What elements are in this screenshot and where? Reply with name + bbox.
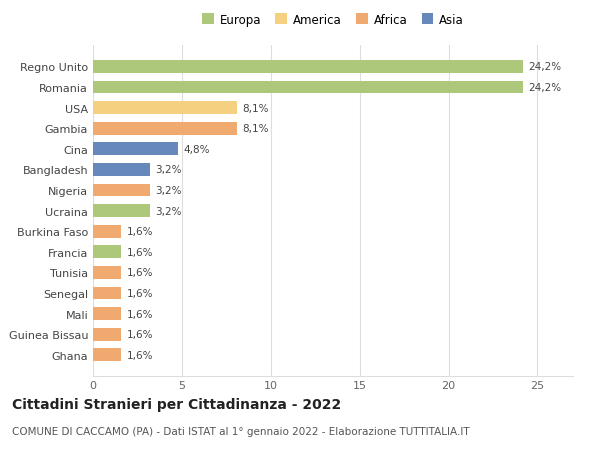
Text: 4,8%: 4,8% (184, 145, 210, 155)
Legend: Europa, America, Africa, Asia: Europa, America, Africa, Asia (197, 9, 469, 31)
Text: COMUNE DI CACCAMO (PA) - Dati ISTAT al 1° gennaio 2022 - Elaborazione TUTTITALIA: COMUNE DI CACCAMO (PA) - Dati ISTAT al 1… (12, 426, 470, 436)
Bar (93, 81, 523, 94)
Bar (93, 246, 121, 258)
Text: 24,2%: 24,2% (529, 62, 562, 72)
Bar (93, 184, 150, 197)
Text: 1,6%: 1,6% (127, 268, 153, 278)
Text: 1,6%: 1,6% (127, 247, 153, 257)
Bar (93, 123, 237, 135)
Bar (93, 102, 237, 115)
Bar (93, 143, 178, 156)
Text: 3,2%: 3,2% (155, 185, 182, 196)
Text: 8,1%: 8,1% (242, 103, 269, 113)
Bar (93, 61, 523, 73)
Text: 8,1%: 8,1% (242, 124, 269, 134)
Text: 1,6%: 1,6% (127, 350, 153, 360)
Text: 1,6%: 1,6% (127, 288, 153, 298)
Bar (93, 349, 121, 361)
Bar (93, 205, 150, 218)
Text: 1,6%: 1,6% (127, 309, 153, 319)
Bar (93, 225, 121, 238)
Bar (93, 308, 121, 320)
Text: 3,2%: 3,2% (155, 165, 182, 175)
Text: 1,6%: 1,6% (127, 227, 153, 237)
Bar (93, 328, 121, 341)
Bar (93, 287, 121, 300)
Text: 1,6%: 1,6% (127, 330, 153, 339)
Text: 3,2%: 3,2% (155, 206, 182, 216)
Text: 24,2%: 24,2% (529, 83, 562, 93)
Bar (93, 266, 121, 279)
Text: Cittadini Stranieri per Cittadinanza - 2022: Cittadini Stranieri per Cittadinanza - 2… (12, 397, 341, 411)
Bar (93, 164, 150, 176)
